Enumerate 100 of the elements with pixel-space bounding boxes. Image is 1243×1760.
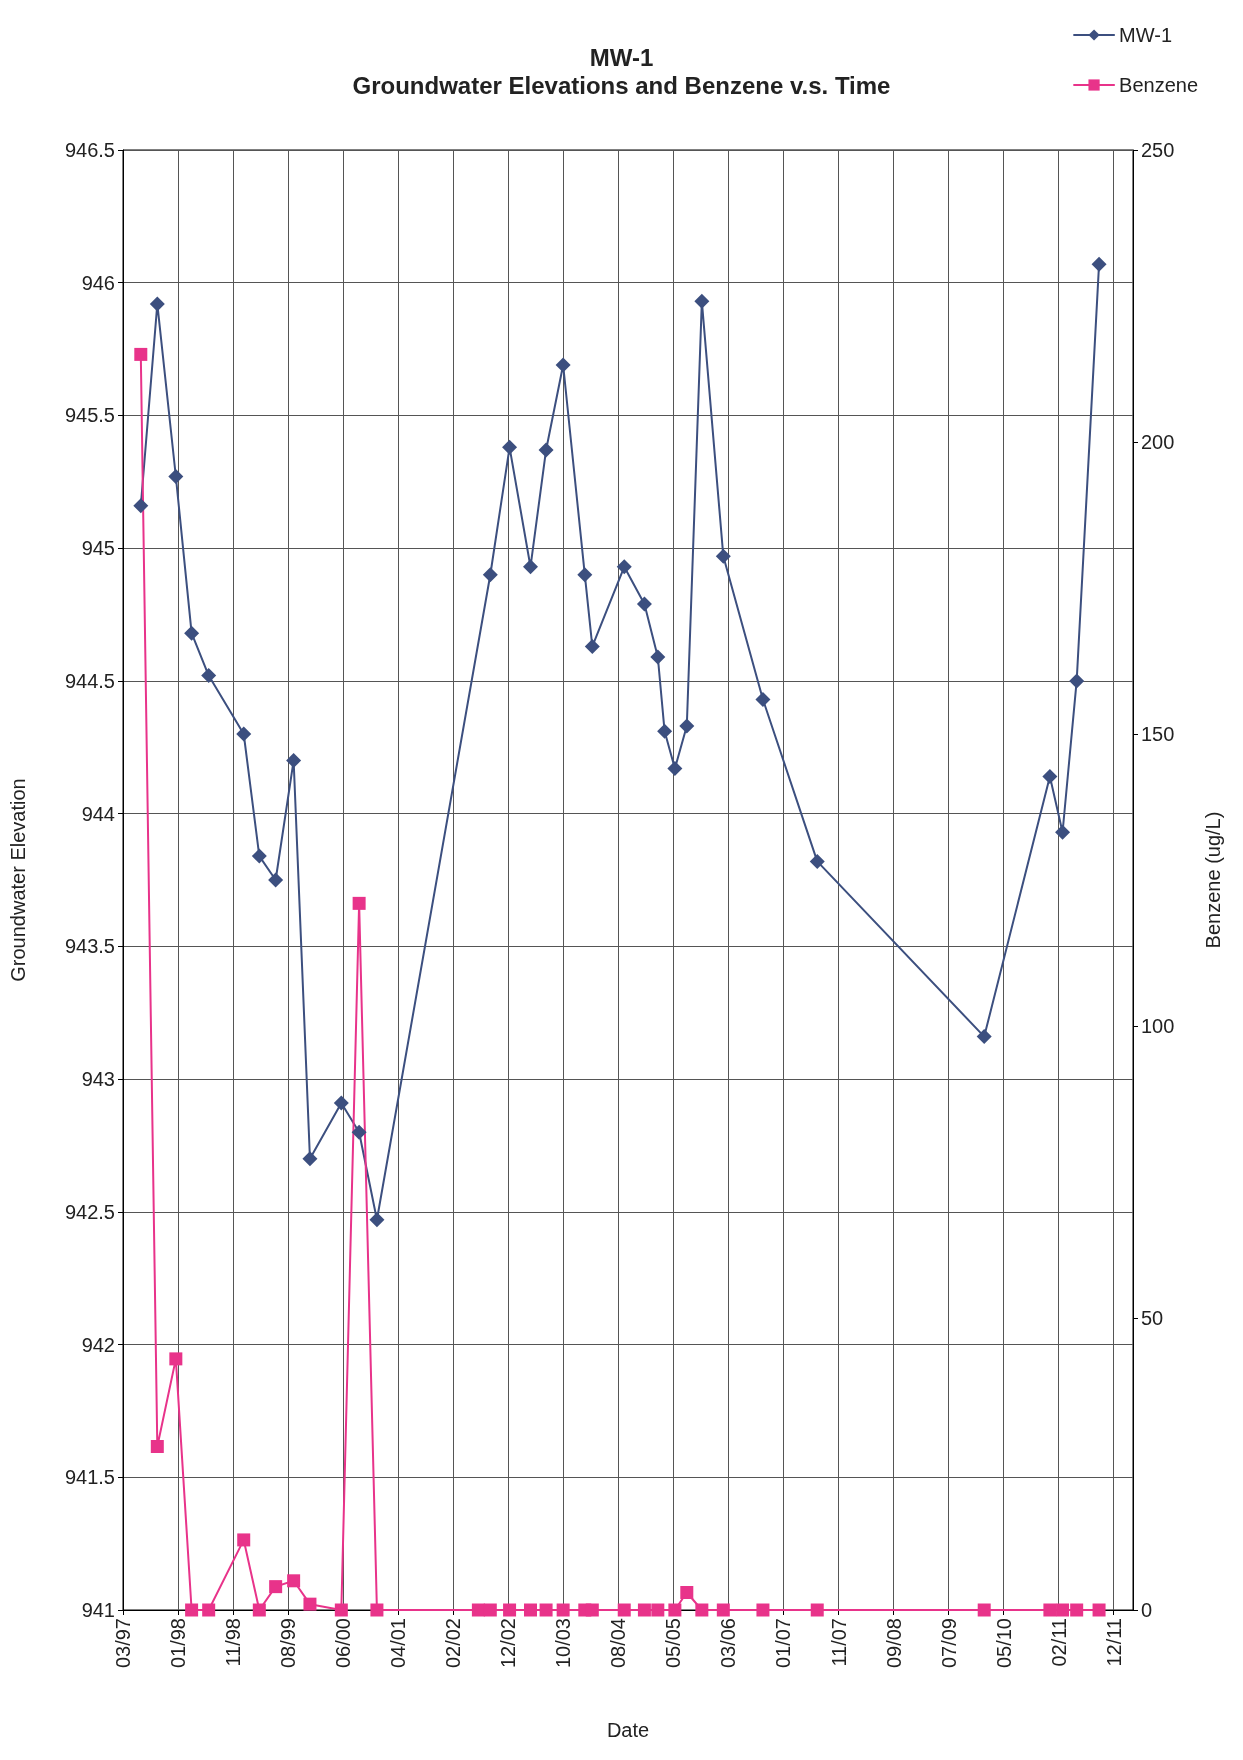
point xyxy=(716,1603,730,1617)
point xyxy=(522,559,538,575)
x-tick-label: 11/98 xyxy=(222,1618,245,1667)
point xyxy=(482,567,498,583)
point xyxy=(184,625,200,641)
point xyxy=(585,1603,599,1617)
point xyxy=(503,1603,517,1617)
x-tick-label: 12/11 xyxy=(1102,1618,1125,1667)
y-tick-label: 944.5 xyxy=(64,669,115,692)
legend-label: Benzene xyxy=(1119,74,1199,96)
point xyxy=(1091,256,1107,272)
x-tick-label: 05/10 xyxy=(992,1618,1015,1669)
point xyxy=(657,723,673,739)
point xyxy=(694,293,710,309)
point xyxy=(555,357,571,373)
point xyxy=(637,1603,651,1617)
point xyxy=(134,347,148,361)
point xyxy=(1092,1603,1106,1617)
point xyxy=(650,649,666,665)
x-tick-label: 02/02 xyxy=(442,1618,465,1669)
point xyxy=(577,567,593,583)
point xyxy=(237,1533,251,1547)
point xyxy=(756,1603,770,1617)
y-tick-label: 943.5 xyxy=(64,935,115,958)
point xyxy=(252,1603,266,1617)
point xyxy=(617,1603,631,1617)
point xyxy=(668,1603,682,1617)
x-tick-label: 10/03 xyxy=(552,1618,575,1669)
point xyxy=(502,439,518,455)
point xyxy=(977,1603,991,1617)
y-tick-label: 944 xyxy=(81,802,115,825)
point xyxy=(1056,1603,1070,1617)
x-tick-label: 11/07 xyxy=(827,1618,850,1667)
y-tick-label: 942 xyxy=(81,1333,115,1356)
y-tick-label: 945 xyxy=(81,537,115,560)
point xyxy=(679,718,695,734)
x-tick-label: 01/98 xyxy=(167,1618,190,1669)
y2-tick-label: 0 xyxy=(1141,1599,1153,1621)
point xyxy=(680,1585,694,1599)
point xyxy=(201,668,217,684)
point xyxy=(133,498,149,514)
y2-tick-label: 200 xyxy=(1141,431,1175,453)
point xyxy=(651,1603,665,1617)
y-tick-label: 942.5 xyxy=(64,1200,115,1223)
y-axis-title: Groundwater Elevation xyxy=(7,778,29,982)
y-tick-label: 945.5 xyxy=(64,404,115,427)
chart-title: MW-1 xyxy=(589,43,654,71)
point xyxy=(539,1603,553,1617)
point xyxy=(302,1151,318,1167)
point xyxy=(1043,1603,1057,1617)
y2-axis-title: Benzene (ug/L) xyxy=(1202,811,1224,949)
y2-tick-label: 250 xyxy=(1141,139,1175,161)
y-tick-label: 943 xyxy=(81,1068,115,1091)
point xyxy=(333,1095,349,1111)
x-tick-label: 07/09 xyxy=(937,1618,960,1669)
point xyxy=(287,1574,301,1588)
point xyxy=(251,848,267,864)
point xyxy=(352,896,366,910)
point xyxy=(185,1603,199,1617)
point xyxy=(150,1439,164,1453)
x-tick-label: 08/04 xyxy=(607,1618,630,1669)
y-tick-label: 946 xyxy=(81,271,115,294)
point xyxy=(1042,768,1058,784)
point xyxy=(369,1212,385,1228)
x-tick-label: 09/08 xyxy=(882,1618,905,1669)
point xyxy=(351,1124,367,1140)
chart-subtitle: Groundwater Elevations and Benzene v.s. Time xyxy=(352,71,891,99)
point xyxy=(303,1597,317,1611)
x-tick-label: 02/11 xyxy=(1047,1618,1070,1667)
y-tick-label: 941 xyxy=(81,1599,115,1621)
point xyxy=(976,1029,992,1045)
point xyxy=(269,1580,283,1594)
point xyxy=(149,296,165,312)
point xyxy=(809,853,825,869)
x-axis-title: Date xyxy=(606,1719,650,1741)
point xyxy=(268,872,284,888)
point xyxy=(202,1603,216,1617)
point xyxy=(1055,824,1071,840)
x-tick-label: 04/01 xyxy=(387,1618,410,1669)
point xyxy=(168,469,184,485)
point xyxy=(755,691,771,707)
point xyxy=(715,548,731,564)
y2-tick-label: 100 xyxy=(1141,1015,1175,1037)
point xyxy=(556,1603,570,1617)
x-tick-label: 08/99 xyxy=(277,1618,300,1669)
point xyxy=(236,726,252,742)
point xyxy=(636,596,652,612)
x-tick-label: 06/00 xyxy=(332,1618,355,1669)
point xyxy=(695,1603,709,1617)
point xyxy=(483,1603,497,1617)
point xyxy=(334,1603,348,1617)
x-tick-label: 03/97 xyxy=(112,1618,134,1669)
x-tick-label: 05/05 xyxy=(662,1618,685,1669)
point xyxy=(1069,673,1085,689)
point xyxy=(538,442,554,458)
point xyxy=(616,559,632,575)
point xyxy=(667,761,683,777)
y-tick-label: 941.5 xyxy=(64,1466,115,1489)
point xyxy=(286,753,302,769)
point xyxy=(584,638,600,654)
